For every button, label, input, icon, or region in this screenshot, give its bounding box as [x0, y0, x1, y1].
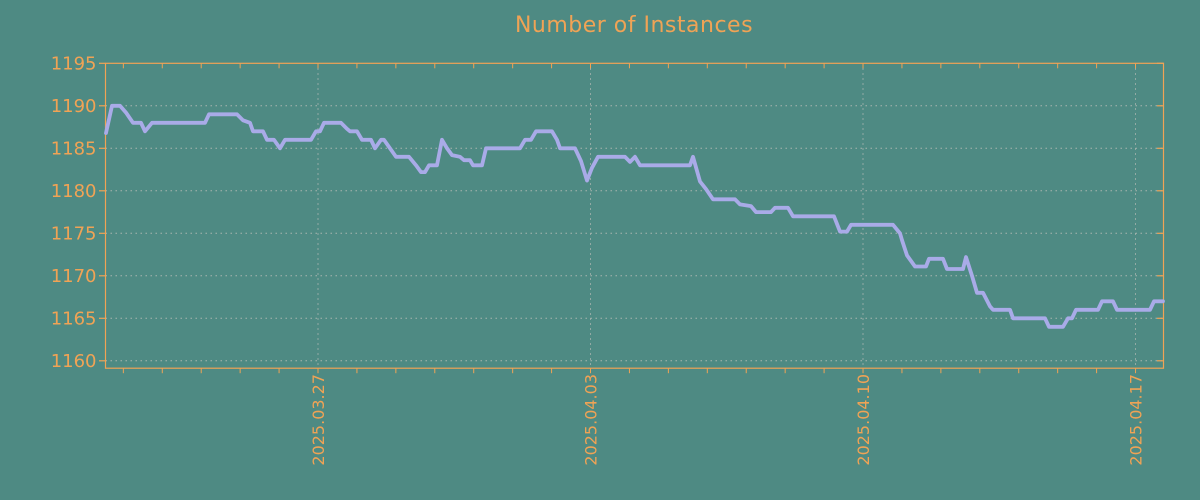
- y-tick-label: 1175: [51, 223, 97, 244]
- y-tick-label: 1160: [51, 351, 97, 372]
- x-tick-label: 2025.03.27: [309, 374, 328, 466]
- y-tick-label: 1180: [51, 181, 97, 202]
- plot-border: [104, 62, 1165, 369]
- x-tick-label: 2025.04.03: [582, 374, 601, 466]
- y-tick-label: 1165: [51, 308, 97, 329]
- series-line-instances: [104, 103, 1165, 329]
- chart-title: Number of Instances: [514, 13, 754, 38]
- y-tick-label: 1185: [51, 138, 97, 159]
- x-tick-label: 2025.04.10: [854, 374, 873, 466]
- y-tick-label: 1195: [51, 53, 97, 74]
- x-tick-label: 2025.04.17: [1127, 374, 1146, 466]
- y-tick-label: 1190: [51, 96, 97, 117]
- y-tick-label: 1170: [51, 266, 97, 287]
